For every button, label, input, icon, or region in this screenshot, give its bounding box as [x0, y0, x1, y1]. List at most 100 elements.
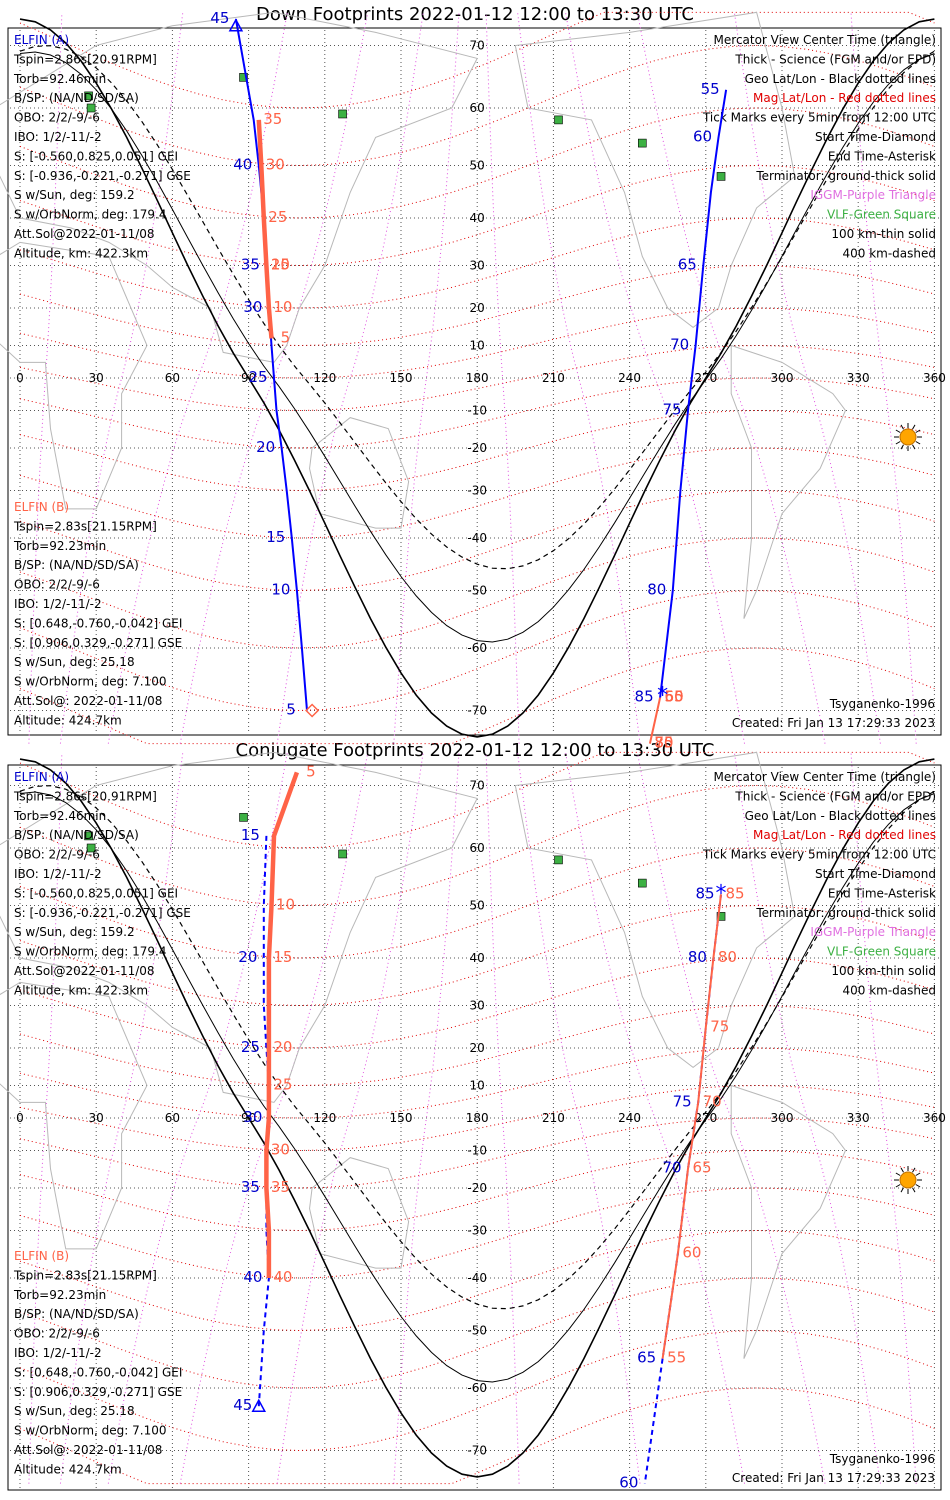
- track-time-label: 30: [271, 1141, 290, 1159]
- elfin-a-info-line: Att.Sol@2022-01-11/08: [14, 964, 155, 978]
- lat-tick-label: 20: [470, 301, 485, 315]
- vlf-station-square: [86, 103, 96, 113]
- lat-tick-label: 70: [470, 39, 485, 53]
- elfin-a-info-line: IBO: 1/2/-11/-2: [14, 867, 102, 881]
- sun-ray: [915, 1184, 921, 1188]
- elfin-a-info-line: S w/Sun, deg: 159.2: [14, 925, 135, 939]
- lat-tick-label: 60: [470, 101, 485, 115]
- lat-tick-label: 60: [470, 841, 485, 855]
- track-time-label: 80: [688, 948, 707, 966]
- track-time-label: 10: [273, 298, 292, 316]
- lat-tick-label: 10: [470, 1079, 485, 1093]
- track-time-label: 70: [654, 734, 673, 752]
- lat-tick-label: -20: [467, 441, 487, 455]
- lat-tick-label: -20: [467, 1181, 487, 1195]
- track-time-label: 5: [306, 762, 316, 780]
- continent-outline: [0, 11, 478, 363]
- lon-tick-label: 240: [618, 1111, 641, 1125]
- end-time-asterisk: *: [657, 684, 668, 709]
- legend-entry: Start Time-Diamond: [815, 867, 936, 881]
- mag-meridian: [850, 12, 917, 744]
- track-time-label: 45: [210, 9, 229, 27]
- elfin-b-info-line: Torb=92.23min: [13, 539, 106, 553]
- mag-parallel: [19, 1004, 935, 1087]
- elfin-b-info-line: S w/Sun, deg: 25.18: [14, 1404, 135, 1418]
- panel-title-down: Down Footprints 2022-01-12 12:00 to 13:3…: [256, 4, 694, 25]
- terminator-100km: [19, 51, 935, 643]
- elfin-a-info-line: S w/OrbNorm, deg: 179.4: [14, 945, 166, 959]
- elfin-b-info-line: ELFIN (B): [14, 1249, 69, 1263]
- track-time-label: 25: [273, 1076, 292, 1094]
- track-time-label: 15: [266, 528, 285, 546]
- track-time-label: 10: [271, 581, 290, 599]
- lon-tick-label: 180: [466, 1111, 489, 1125]
- track-time-label: 35: [241, 1178, 260, 1196]
- legend-entry: Thick - Science (FGM and/or EPD): [734, 789, 936, 803]
- track-time-label: 30: [243, 298, 262, 316]
- sun-ray: [900, 1167, 904, 1173]
- sun-ray: [900, 444, 904, 450]
- elfin-a-info-line: Torb=92.46min: [13, 809, 106, 823]
- mag-parallel: [19, 164, 935, 267]
- elfin-a-info-line: Att.Sol@2022-01-11/08: [14, 227, 155, 241]
- track-time-label: 85: [725, 884, 744, 902]
- sun-ray: [915, 441, 921, 445]
- track-time-label: 20: [271, 256, 290, 274]
- lat-tick-label: 50: [470, 899, 485, 913]
- vlf-station-square: [338, 849, 347, 859]
- continent-outline: [514, 11, 796, 329]
- track-time-label: 15: [271, 256, 290, 274]
- mag-parallel: [19, 1117, 935, 1189]
- orbit-track-3: [661, 894, 722, 1359]
- lat-tick-label: -50: [467, 1324, 487, 1338]
- elfin-b-info-line: Tspin=2.83s[21.15RPM]: [13, 1268, 157, 1282]
- continent-outline: [730, 1084, 847, 1359]
- track-time-label: 40: [233, 156, 252, 174]
- mag-parallel: [19, 489, 935, 592]
- legend-entry: Geo Lat/Lon - Black dotted lines: [745, 72, 936, 86]
- lat-tick-label: 30: [470, 259, 485, 273]
- elfin-b-info-line: Altitude: 424.7km: [14, 713, 122, 727]
- vlf-station-square: [84, 831, 93, 841]
- elfin-a-info-line: Torb=92.46min: [13, 72, 106, 86]
- lat-tick-label: -10: [467, 1144, 487, 1158]
- lat-tick-label: 70: [470, 779, 485, 793]
- legend-entry: IGGM-Purple Triangle: [810, 188, 936, 202]
- track-time-label: 20: [256, 438, 275, 456]
- elfin-a-info-line: S: [-0.560,0.825,0.051] GEI: [14, 149, 178, 163]
- vlf-station-square: [716, 172, 726, 181]
- lon-tick-label: 360: [923, 1111, 946, 1125]
- lon-tick-label: 90: [241, 371, 256, 385]
- elfin-b-info-line: S w/Sun, deg: 25.18: [14, 655, 135, 669]
- vlf-station-square: [86, 843, 96, 853]
- lat-tick-label: 10: [470, 339, 485, 353]
- vlf-station-square: [338, 109, 347, 119]
- sun-ray: [915, 429, 921, 433]
- legend-entry: Thick - Science (FGM and/or EPD): [734, 52, 936, 66]
- elfin-a-info-line: Altitude, km: 422.3km: [14, 983, 148, 997]
- mag-parallel: [19, 409, 935, 492]
- lon-tick-label: 210: [542, 1111, 565, 1125]
- track-time-label: 55: [667, 1349, 686, 1367]
- elfin-a-info-line: S w/Sun, deg: 159.2: [14, 188, 135, 202]
- legend-entry: End Time-Asterisk: [828, 149, 936, 163]
- vlf-station-square: [554, 855, 563, 865]
- mag-meridian: [107, 752, 288, 1484]
- center-time-triangle: [228, 18, 244, 32]
- terminator-400km: [19, 785, 935, 1310]
- track-time-label: 75: [710, 1017, 729, 1035]
- continent-outline: [730, 344, 847, 619]
- sun-icon: [899, 1171, 917, 1189]
- lat-tick-label: 40: [470, 951, 485, 965]
- elfin-b-info-line: S w/OrbNorm, deg: 7.100: [14, 675, 166, 689]
- track-time-label: 80: [718, 948, 737, 966]
- legend-entry: Mag Lat/Lon - Red dotted lines: [753, 91, 936, 105]
- lat-tick-label: -40: [467, 1271, 487, 1285]
- map-panel-1: 0 30 60 90 120 150 180 210 240 270 300 330 360 70 60 50…: [0, 751, 946, 1492]
- elfin-b-info-line: S: [0.648,-0.760,-0.042] GEI: [14, 1365, 182, 1379]
- created-timestamp: Created: Fri Jan 13 17:29:33 2023: [732, 716, 935, 730]
- sun-ray: [912, 424, 916, 430]
- sun-ray: [895, 1184, 901, 1188]
- sun-ray: [895, 441, 901, 445]
